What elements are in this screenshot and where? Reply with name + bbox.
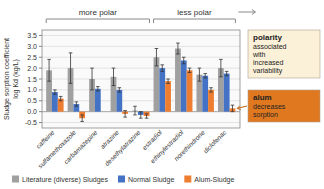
- grid-line: [42, 57, 240, 58]
- error-bar: [112, 68, 116, 85]
- error-bar: [96, 87, 100, 91]
- error-bar: [231, 105, 235, 112]
- y-axis-label-line: Sludge sorption coefficient: [3, 38, 11, 120]
- tick-mark: [39, 79, 42, 80]
- note-text: associatedwithincreasedvariability: [252, 43, 287, 75]
- tick-mark: [39, 68, 42, 69]
- note-text-line: decreases: [253, 103, 286, 110]
- grid-line: [42, 35, 240, 36]
- category-label: carbamazepine: [62, 128, 99, 165]
- error-bar: [219, 59, 223, 76]
- tick-label: 2.5: [27, 54, 37, 61]
- legend-label: Alum-Sludge: [194, 176, 234, 184]
- y-axis-label: Sludge sorption coefficientlog Kd (kg/L): [3, 38, 20, 120]
- note-box: [248, 30, 320, 78]
- category-label: norethindrone: [173, 128, 207, 162]
- tick-mark: [39, 89, 42, 90]
- arrow: [238, 10, 255, 15]
- tick-mark: [39, 46, 42, 47]
- category-label: diclofenac: [202, 128, 228, 154]
- tick-label: 3.0: [27, 43, 37, 50]
- bar: [159, 68, 165, 112]
- note-text-line: sorption: [253, 111, 278, 119]
- legend-label: Normal Sludge: [128, 176, 174, 184]
- tick-mark: [39, 122, 42, 123]
- bracket-label: less polar: [177, 8, 212, 17]
- error-bar: [166, 79, 170, 83]
- bracket-label: more polar: [79, 8, 118, 17]
- error-bar: [59, 96, 63, 100]
- bracket: [46, 19, 149, 23]
- note-arrow: [237, 106, 247, 110]
- y-axis: -0.5 0.0 0.5 1.0 1.5 2.0 2.5 3.0 3.5: [25, 32, 240, 126]
- legend-swatch: [184, 176, 191, 183]
- error-bar: [123, 111, 127, 118]
- note-text-line: with: [252, 51, 266, 58]
- tick-label: -0.5: [25, 119, 37, 126]
- note-title: polarity: [253, 33, 282, 42]
- error-bar: [80, 115, 84, 122]
- bar: [224, 74, 230, 112]
- legend-swatch: [12, 176, 19, 183]
- tick-mark: [39, 100, 42, 101]
- bar: [187, 70, 193, 111]
- tick-mark: [39, 35, 42, 36]
- legend-label: Literature (diverse) Sludges: [22, 176, 108, 184]
- legend: Literature (diverse) Sludges Normal Sludg…: [12, 176, 234, 185]
- error-bar: [176, 43, 180, 54]
- error-bar: [188, 68, 192, 72]
- bracket: [154, 19, 236, 23]
- category-label: sulfamethoxazole: [36, 128, 77, 169]
- bar: [181, 60, 187, 111]
- error-bar: [75, 102, 79, 106]
- plot-background: [42, 30, 240, 128]
- note-title: alum: [253, 93, 272, 102]
- bar: [52, 92, 58, 112]
- error-bar: [118, 88, 122, 92]
- error-bar: [145, 114, 149, 118]
- plot-frame: [42, 30, 240, 128]
- marks: [46, 43, 235, 121]
- note-box: [248, 90, 320, 122]
- note-text: decreasessorption: [253, 103, 286, 119]
- error-bar: [47, 59, 51, 81]
- error-bar: [225, 71, 229, 75]
- error-bar: [160, 65, 164, 72]
- legend-swatch: [118, 176, 125, 183]
- bar: [175, 49, 181, 112]
- error-bar: [90, 68, 94, 90]
- tick-mark: [39, 111, 42, 112]
- error-bar: [133, 106, 137, 115]
- tick-label: 2.0: [27, 65, 37, 72]
- grid-line: [42, 46, 240, 47]
- tick-label: 0.5: [27, 97, 37, 104]
- error-bar: [198, 68, 202, 81]
- error-bar: [155, 49, 159, 66]
- error-bar: [53, 90, 57, 94]
- error-bar: [69, 53, 73, 83]
- y-axis-label-line: log Kd (kg/L): [12, 59, 20, 99]
- tick-label: 3.5: [27, 32, 37, 39]
- error-bar: [139, 112, 143, 119]
- tick-label: 1.0: [27, 86, 37, 93]
- bar: [202, 76, 208, 112]
- note-text-line: variability: [253, 67, 283, 75]
- category-label: atrazine: [99, 128, 121, 150]
- error-bar: [209, 88, 213, 92]
- tick-mark: [39, 57, 42, 58]
- tick-label: 0.0: [27, 108, 37, 115]
- bar: [116, 90, 122, 112]
- tick-label: 1.5: [27, 76, 37, 83]
- chart: -0.5 0.0 0.5 1.0 1.5 2.0 2.5 3.0 3.5 Sludge sorpt…: [0, 0, 324, 189]
- error-bar: [203, 74, 207, 78]
- error-bar: [182, 57, 186, 64]
- bar: [165, 81, 171, 111]
- note-text-line: increased: [253, 59, 283, 66]
- bar: [208, 90, 214, 112]
- grid-line: [42, 122, 240, 123]
- note-text-line: associated: [253, 43, 287, 50]
- category-label: caffeine: [35, 128, 56, 149]
- bar: [95, 89, 101, 112]
- category-label: desethylatrazine: [103, 128, 142, 167]
